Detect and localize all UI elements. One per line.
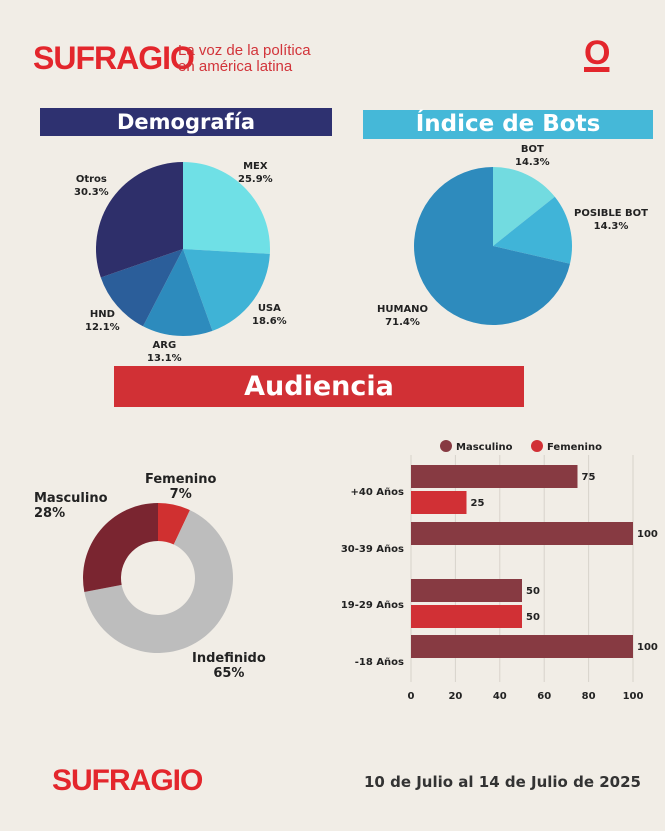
bar-femenino: [411, 491, 467, 514]
bar-masculino: [411, 579, 522, 602]
bar-value-label: 100: [637, 642, 658, 653]
slice-humano: [413, 167, 570, 326]
x-tick-label: 80: [582, 691, 596, 702]
label-usa: USA 18.6%: [252, 303, 287, 327]
demografia-banner: Demografía: [40, 108, 332, 136]
label-indefinido: Indefinido 65%: [192, 651, 266, 681]
slice-hnd: [100, 249, 183, 327]
header-logo: SUFRAGIO: [33, 40, 195, 76]
audiencia-banner: Audiencia: [114, 366, 524, 407]
legend-marker: [531, 440, 543, 452]
label-arg: ARG 13.1%: [147, 340, 182, 364]
tagline-line-2: en américa latina: [178, 58, 293, 75]
slice-bot: [493, 167, 555, 246]
label-femenino: Femenino 7%: [145, 472, 217, 502]
slice-posible-bot: [493, 196, 572, 264]
legend-label: Femenino: [547, 442, 602, 453]
bar-value-label: 75: [582, 472, 596, 483]
footer-logo: SUFRAGIO: [52, 764, 203, 797]
label-hnd: HND 12.1%: [85, 309, 120, 333]
bar-value-label: 50: [526, 586, 540, 597]
header-tagline: La voz de la política en américa latina: [178, 43, 311, 75]
label-humano: HUMANO 71.4%: [377, 304, 429, 328]
brand-mark: O: [584, 34, 610, 72]
bar-masculino: [411, 522, 633, 545]
x-tick-label: 100: [623, 691, 644, 702]
label-otros: Otros 30.3%: [74, 174, 109, 198]
x-tick-label: 20: [448, 691, 462, 702]
x-tick-label: 40: [493, 691, 507, 702]
x-tick-label: 60: [537, 691, 551, 702]
slice-arg: [143, 249, 213, 337]
bots-banner: Índice de Bots: [363, 110, 653, 139]
label-posible-bot: POSIBLE BOT 14.3%: [574, 208, 649, 232]
y-category-label: 19-29 Años: [341, 600, 404, 611]
bar-masculino: [411, 465, 578, 488]
bar-value-label: 50: [526, 612, 540, 623]
slice-usa: [183, 249, 270, 331]
bar-femenino: [411, 605, 522, 628]
tagline-line-1: La voz de la política: [178, 42, 311, 59]
bar-value-label: 25: [471, 498, 485, 509]
y-category-label: -18 Años: [355, 657, 404, 668]
slice-masculino: [82, 503, 158, 593]
label-bot: BOT 14.3%: [515, 144, 550, 168]
legend-label: Masculino: [456, 442, 513, 453]
y-category-label: +40 Años: [351, 487, 405, 498]
bar-value-label: 100: [637, 529, 658, 540]
bar-masculino: [411, 635, 633, 658]
slice-mex: [183, 162, 270, 254]
slice-femenino: [158, 503, 190, 545]
x-tick-label: 0: [408, 691, 415, 702]
legend-marker: [440, 440, 452, 452]
label-mex: MEX 25.9%: [238, 161, 273, 185]
slice-otros: [96, 162, 183, 278]
footer-date: 10 de Julio al 14 de Julio de 2025: [364, 773, 641, 791]
y-category-label: 30-39 Años: [341, 544, 404, 555]
slice-indefinido: [84, 510, 233, 654]
label-masculino: Masculino 28%: [34, 491, 108, 521]
